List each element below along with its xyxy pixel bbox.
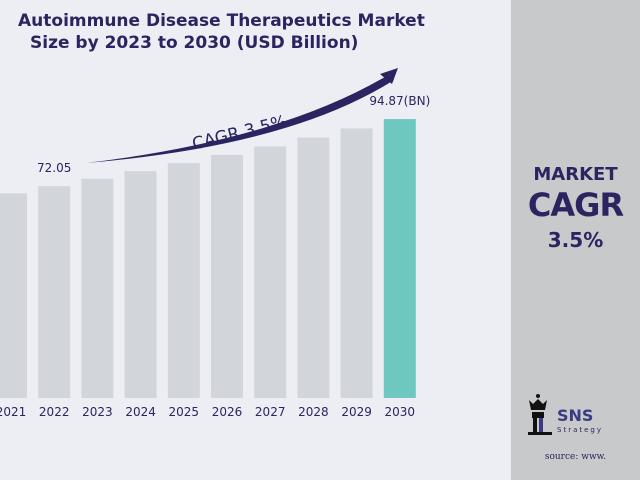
bar-2022 [38,186,71,398]
cagr-value: 3.5% [547,228,604,252]
data-label-2022: 72.05 [37,161,71,175]
bar-2030 [383,119,416,398]
bars-group: 2021 2022 72.05 2023 2024 2025 2026 2027 2028 202… [0,94,430,419]
bar-2021 [0,193,27,398]
x-tick-label-2027: 2027 [255,405,286,419]
source-text: source: www. [544,452,607,462]
bar-2025 [167,163,200,398]
bar-2026 [211,154,243,398]
x-tick-label-2021: 2021 [0,405,26,419]
x-tick-label-2028: 2028 [298,405,329,419]
market-label: MARKET [533,164,618,185]
bar-chart: 2021 2022 72.05 2023 2024 2025 2026 2027 2028 202… [0,68,430,419]
x-tick-label-2026: 2026 [212,405,243,419]
bar-2029 [340,128,373,398]
x-tick-label-2022: 2022 [39,405,70,419]
x-tick-label-2030: 2030 [385,405,416,419]
side-panel: MARKET CAGR 3.5% SNS Strategy source: ww… [511,0,640,480]
x-tick-label-2029: 2029 [341,405,372,419]
x-tick-label-2025: 2025 [169,405,200,419]
bar-2023 [81,178,114,398]
bar-2028 [297,137,330,399]
bar-2027 [254,146,287,398]
cagr-label: CAGR [527,186,624,224]
chart-title: Autoimmune Disease Therapeutics Market S… [18,10,425,54]
chess-rook-logo-icon [528,394,552,435]
brand-name: SNS [557,406,594,425]
chart-title-line-1: Autoimmune Disease Therapeutics Market [18,11,425,31]
bar-2024 [124,171,157,398]
x-tick-label-2024: 2024 [125,405,156,419]
x-tick-label-2023: 2023 [82,405,113,419]
data-label-2030: 94.87(BN) [369,94,430,108]
cagr-arrow-head [380,68,398,84]
chart-title-line-2: Size by 2023 to 2030 (USD Billion) [30,33,359,53]
brand-subtitle: Strategy [557,426,603,434]
